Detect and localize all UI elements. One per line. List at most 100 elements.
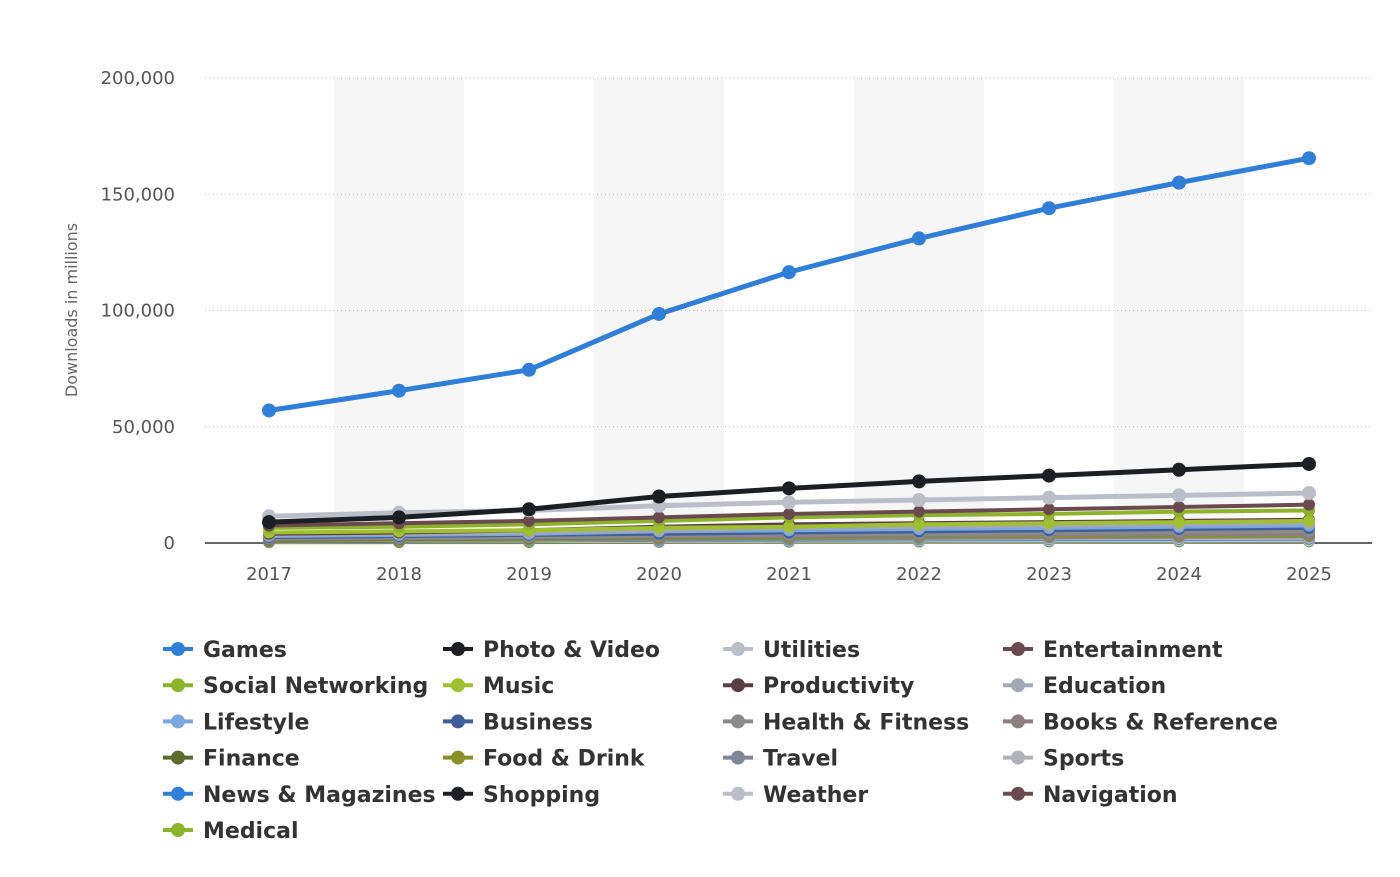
legend-label: Photo & Video	[483, 638, 660, 663]
legend: Games Photo & Video Utilities Entertainment…	[163, 638, 1278, 844]
y-tick-label: 100,000	[101, 301, 175, 322]
y-axis-label: Downloads in millions	[62, 223, 81, 397]
data-point-photo-video[interactable]	[262, 515, 276, 530]
data-point-entertainment[interactable]	[783, 507, 795, 520]
data-point-games[interactable]	[262, 403, 276, 418]
legend-swatch-marker	[451, 750, 465, 765]
legend-label: Weather	[763, 783, 868, 808]
legend-item-navigation[interactable]: Navigation	[1003, 783, 1178, 808]
legend-swatch-marker	[171, 678, 185, 693]
data-point-photo-video[interactable]	[782, 481, 796, 496]
x-tick-label: 2023	[1026, 564, 1072, 585]
legend-item-games[interactable]: Games	[163, 638, 287, 663]
legend-swatch-marker	[171, 786, 185, 801]
x-tick-label: 2019	[506, 564, 552, 585]
legend-label: Navigation	[1043, 783, 1178, 808]
data-point-games[interactable]	[1172, 175, 1186, 190]
data-point-games[interactable]	[1042, 201, 1056, 216]
data-point-utilities[interactable]	[1042, 490, 1056, 505]
legend-swatch-marker	[731, 750, 745, 765]
legend-item-news-magazines[interactable]: News & Magazines	[163, 783, 436, 808]
data-point-photo-video[interactable]	[1042, 468, 1056, 483]
legend-label: Sports	[1043, 747, 1124, 772]
legend-swatch-marker	[451, 786, 465, 801]
legend-item-sports[interactable]: Sports	[1003, 747, 1124, 772]
legend-item-productivity[interactable]: Productivity	[723, 674, 914, 699]
legend-item-weather[interactable]: Weather	[723, 783, 868, 808]
data-point-games[interactable]	[522, 362, 536, 377]
data-point-photo-video[interactable]	[652, 489, 666, 504]
legend-item-finance[interactable]: Finance	[163, 747, 300, 772]
legend-swatch-marker	[731, 714, 745, 729]
legend-label: News & Magazines	[203, 783, 436, 808]
data-point-entertainment[interactable]	[1303, 498, 1315, 511]
legend-swatch-marker	[451, 678, 465, 693]
data-point-games[interactable]	[652, 306, 666, 321]
legend-item-music[interactable]: Music	[443, 674, 554, 699]
data-point-utilities[interactable]	[1172, 488, 1186, 503]
data-point-photo-video[interactable]	[912, 474, 926, 489]
legend-label: Health & Fitness	[763, 710, 969, 735]
data-point-music[interactable]	[783, 520, 795, 533]
data-point-games[interactable]	[1302, 151, 1316, 166]
legend-item-entertainment[interactable]: Entertainment	[1003, 638, 1223, 663]
legend-label: Travel	[763, 747, 838, 772]
legend-label: Finance	[203, 747, 300, 772]
legend-swatch-marker	[731, 786, 745, 801]
data-point-photo-video[interactable]	[1172, 462, 1186, 477]
legend-item-medical[interactable]: Medical	[163, 819, 299, 844]
data-point-utilities[interactable]	[1302, 486, 1316, 501]
data-point-photo-video[interactable]	[522, 502, 536, 517]
legend-item-travel[interactable]: Travel	[723, 747, 838, 772]
legend-swatch-marker	[731, 678, 745, 693]
data-point-entertainment[interactable]	[1173, 500, 1185, 513]
legend-item-books-reference[interactable]: Books & Reference	[1003, 710, 1278, 735]
data-point-utilities[interactable]	[782, 495, 796, 510]
column-band	[334, 78, 464, 543]
y-axis-tick-labels: 0 50,000 100,000 150,000 200,000	[101, 68, 175, 554]
legend-swatch-marker	[451, 642, 465, 656]
legend-label: Music	[483, 674, 554, 699]
legend-item-education[interactable]: Education	[1003, 674, 1166, 699]
legend-swatch-marker	[1011, 786, 1025, 801]
legend-label: Shopping	[483, 783, 600, 808]
data-point-games[interactable]	[782, 265, 796, 280]
data-point-utilities[interactable]	[912, 492, 926, 507]
data-point-games[interactable]	[392, 383, 406, 398]
legend-item-social-networking[interactable]: Social Networking	[163, 674, 428, 699]
legend-swatch-marker	[1011, 714, 1025, 729]
data-point-music[interactable]	[913, 518, 925, 531]
legend-swatch-marker	[171, 642, 185, 656]
x-axis-tick-labels: 2017 2018 2019 2020 2021 2022 2023 2024 2025	[246, 564, 1332, 585]
legend-label: Food & Drink	[483, 747, 646, 772]
data-point-music[interactable]	[1303, 514, 1315, 527]
column-band	[854, 78, 984, 543]
legend-item-food-drink[interactable]: Food & Drink	[443, 747, 646, 772]
legend-item-photo-video[interactable]: Photo & Video	[443, 638, 660, 663]
legend-swatch-marker	[1011, 678, 1025, 693]
legend-label: Productivity	[763, 674, 914, 699]
legend-swatch-marker	[451, 714, 465, 729]
legend-item-shopping[interactable]: Shopping	[443, 783, 600, 808]
data-point-games[interactable]	[912, 231, 926, 246]
y-tick-label: 0	[164, 533, 175, 554]
legend-item-business[interactable]: Business	[443, 710, 593, 735]
x-tick-label: 2020	[636, 564, 682, 585]
legend-item-health-fitness[interactable]: Health & Fitness	[723, 710, 969, 735]
legend-item-utilities[interactable]: Utilities	[723, 638, 860, 663]
y-tick-label: 150,000	[101, 184, 175, 205]
data-point-photo-video[interactable]	[1302, 456, 1316, 471]
data-point-entertainment[interactable]	[523, 514, 535, 527]
legend-item-lifestyle[interactable]: Lifestyle	[163, 710, 309, 735]
data-point-entertainment[interactable]	[913, 505, 925, 518]
legend-label: Business	[483, 710, 593, 735]
data-point-entertainment[interactable]	[1043, 503, 1055, 516]
data-point-music[interactable]	[1173, 516, 1185, 529]
data-point-music[interactable]	[1043, 517, 1055, 530]
data-point-entertainment[interactable]	[653, 511, 665, 524]
data-point-photo-video[interactable]	[392, 510, 406, 525]
series-points	[262, 151, 1316, 549]
legend-swatch-marker	[731, 642, 745, 656]
legend-label: Utilities	[763, 638, 860, 663]
legend-label: Games	[203, 638, 287, 663]
